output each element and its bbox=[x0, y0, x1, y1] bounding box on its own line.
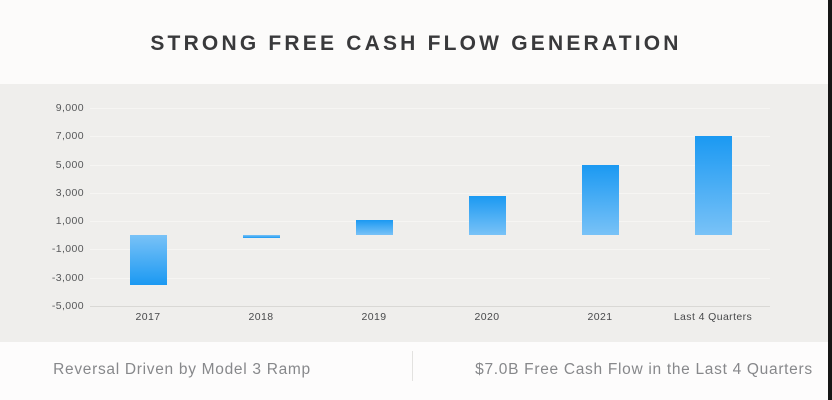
footer-divider bbox=[412, 351, 413, 381]
gridline bbox=[90, 249, 770, 251]
bar-2018 bbox=[242, 235, 280, 239]
bar-last-4-quarters bbox=[694, 136, 732, 236]
chart-band bbox=[0, 84, 832, 342]
x-axis-tick-label: 2021 bbox=[587, 311, 613, 323]
x-axis-tick-label: 2020 bbox=[474, 311, 500, 323]
x-axis-tick-label: 2019 bbox=[361, 311, 387, 323]
gridline bbox=[90, 164, 770, 166]
footer-right-caption: $7.0B Free Cash Flow in the Last 4 Quart… bbox=[475, 361, 813, 378]
y-axis-tick-label: 9,000 bbox=[55, 102, 84, 114]
x-axis-tick-label: 2017 bbox=[135, 311, 161, 323]
gridline bbox=[90, 306, 770, 307]
y-axis-tick-label: 5,000 bbox=[55, 158, 84, 171]
x-axis-tick-label: Last 4 Quarters bbox=[673, 311, 753, 323]
screen-edge-strip bbox=[828, 0, 832, 400]
bar-2017 bbox=[129, 235, 167, 285]
gridline bbox=[90, 108, 770, 109]
x-axis-tick-label: 2018 bbox=[248, 311, 274, 323]
y-axis-tick-label: 1,000 bbox=[55, 215, 84, 228]
gridline bbox=[90, 192, 770, 194]
bar-2020 bbox=[468, 195, 506, 236]
gridline bbox=[90, 221, 770, 223]
y-axis-tick-label: -3,000 bbox=[51, 271, 84, 284]
bar-2021 bbox=[581, 164, 619, 236]
footer-band bbox=[0, 342, 832, 400]
page-title: STRONG FREE CASH FLOW GENERATION bbox=[150, 32, 682, 55]
gridline bbox=[90, 136, 770, 138]
bar-2019 bbox=[355, 219, 393, 236]
title-band bbox=[0, 0, 832, 84]
y-axis-tick-label: -5,000 bbox=[51, 300, 84, 312]
gridline bbox=[90, 277, 770, 279]
y-axis-tick-label: 3,000 bbox=[55, 186, 84, 199]
footer-left-caption: Reversal Driven by Model 3 Ramp bbox=[53, 361, 311, 378]
y-axis-tick-label: -1,000 bbox=[51, 243, 84, 256]
y-axis-tick-label: 7,000 bbox=[55, 130, 84, 143]
